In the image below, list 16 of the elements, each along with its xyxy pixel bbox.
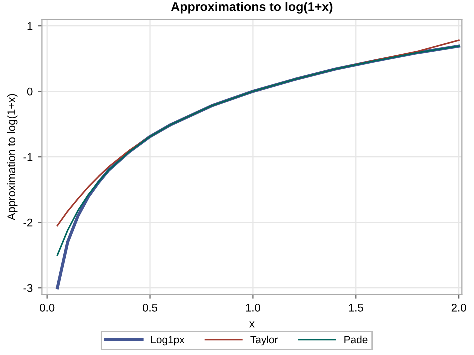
x-tick-label: 0.5 — [142, 304, 158, 312]
legend-label: Taylor — [250, 336, 278, 346]
y-tick-label: 0 — [27, 88, 33, 96]
y-tick-label: -1 — [24, 153, 33, 162]
x-tick-label: 2.0 — [452, 304, 466, 312]
legend-label: Pade — [344, 336, 368, 344]
x-tick-label: 1.0 — [246, 304, 260, 312]
x-axis-title: x — [250, 322, 255, 328]
y-axis-title: Approximation to log(1+x) — [7, 94, 18, 221]
y-tick-label: 1 — [28, 22, 33, 30]
y-tick-label: -2 — [24, 218, 33, 227]
chart-title: Approximations to log(1+x) — [171, 2, 333, 14]
x-tick-label: 1.5 — [349, 304, 364, 312]
legend-label: Log1px — [151, 336, 185, 346]
y-tick-label: -3 — [24, 284, 33, 292]
x-tick-label: 0.0 — [40, 304, 55, 312]
